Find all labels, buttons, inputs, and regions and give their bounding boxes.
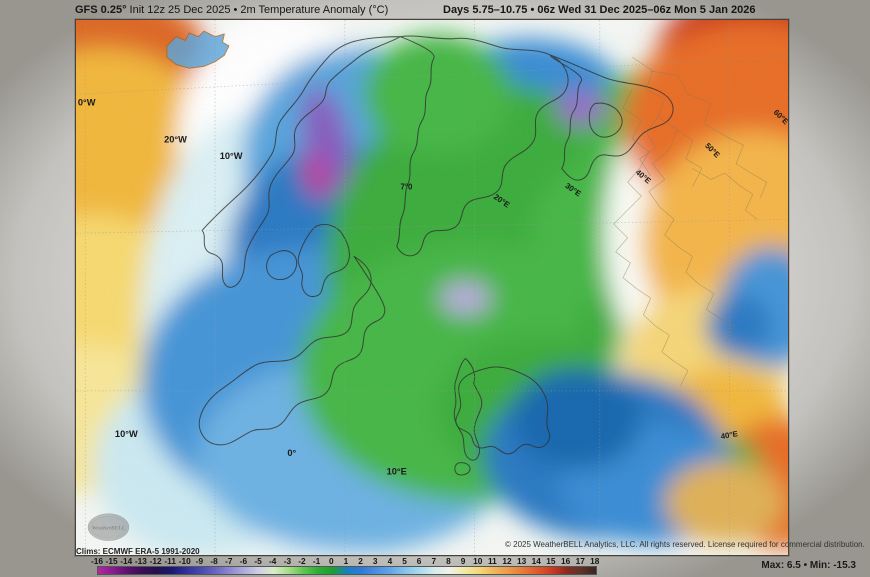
svg-text:-11: -11 [164, 556, 176, 566]
svg-text:-6: -6 [240, 556, 248, 566]
svg-text:0°: 0° [287, 448, 296, 458]
svg-text:18: 18 [590, 556, 600, 566]
svg-text:-2: -2 [298, 556, 306, 566]
svg-text:13: 13 [517, 556, 527, 566]
svg-text:9: 9 [461, 556, 466, 566]
svg-text:-1: -1 [313, 556, 321, 566]
svg-text:-8: -8 [210, 556, 218, 566]
svg-text:10°E: 10°E [387, 466, 407, 476]
svg-text:7°0: 7°0 [400, 183, 413, 192]
svg-text:-14: -14 [120, 556, 132, 566]
svg-text:-10: -10 [179, 556, 191, 566]
svg-text:7: 7 [431, 556, 436, 566]
svg-text:11: 11 [488, 556, 497, 566]
svg-text:12: 12 [502, 556, 512, 566]
svg-text:-9: -9 [196, 556, 204, 566]
svg-text:16: 16 [561, 556, 571, 566]
svg-text:-13: -13 [135, 556, 147, 566]
svg-text:-7: -7 [225, 556, 233, 566]
svg-text:17: 17 [576, 556, 586, 566]
svg-text:1: 1 [344, 556, 349, 566]
svg-text:-15: -15 [106, 556, 118, 566]
svg-text:10°W: 10°W [220, 151, 243, 161]
svg-text:10°W: 10°W [115, 429, 138, 439]
svg-text:8: 8 [446, 556, 451, 566]
svg-text:-4: -4 [269, 556, 277, 566]
svg-text:-3: -3 [284, 556, 292, 566]
svg-text:-5: -5 [254, 556, 262, 566]
svg-text:20°W: 20°W [164, 134, 187, 144]
svg-text:5: 5 [402, 556, 407, 566]
svg-text:0: 0 [329, 556, 334, 566]
svg-text:4: 4 [388, 556, 393, 566]
svg-text:-16: -16 [91, 556, 103, 566]
svg-text:0°W: 0°W [78, 97, 96, 107]
svg-text:-12: -12 [150, 556, 162, 566]
svg-text:14: 14 [532, 556, 542, 566]
svg-text:15: 15 [546, 556, 556, 566]
svg-text:WeatherBELL: WeatherBELL [92, 526, 126, 532]
svg-text:3: 3 [373, 556, 378, 566]
svg-text:6: 6 [417, 556, 422, 566]
svg-text:10: 10 [473, 556, 483, 566]
svg-text:2: 2 [358, 556, 363, 566]
